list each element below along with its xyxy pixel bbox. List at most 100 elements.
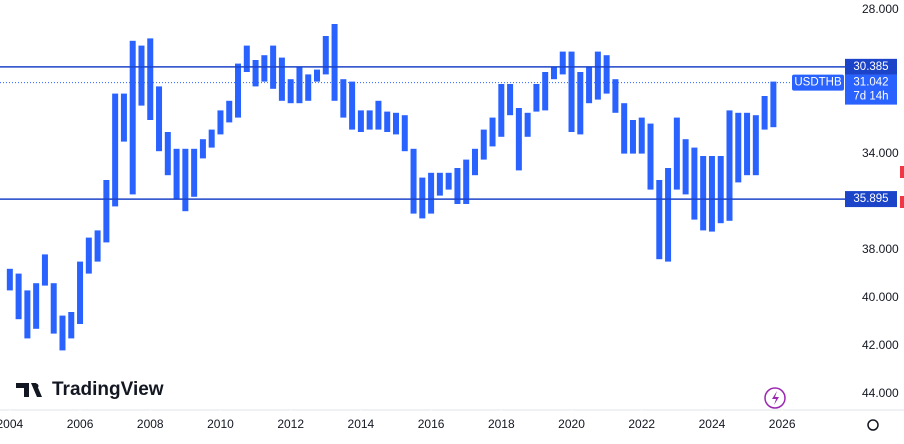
range-bar <box>735 112 742 183</box>
logo-dot <box>33 383 39 389</box>
range-bar <box>577 72 584 135</box>
last-price-tag <box>845 74 897 105</box>
range-bar <box>744 112 751 176</box>
plot-area: 28.000 34.000 38.000 40.000 42.000 44.000 2004… <box>0 2 899 431</box>
range-bar <box>770 81 777 128</box>
range-bar <box>156 86 163 152</box>
range-bar <box>217 110 224 135</box>
range-bar <box>436 172 443 196</box>
range-bar <box>147 38 154 120</box>
range-bar <box>612 79 619 113</box>
range-bar <box>357 110 364 132</box>
y-tick-label: 38.000 <box>862 242 899 256</box>
x-tick-label: 2022 <box>628 417 655 431</box>
range-bar <box>173 148 180 200</box>
x-tick-label: 2010 <box>207 417 234 431</box>
range-bar <box>261 55 268 82</box>
range-bar <box>182 148 189 212</box>
symbol-tag-label: USDTHB <box>794 77 842 89</box>
x-tick-label: 2014 <box>348 417 375 431</box>
range-bar <box>489 117 496 147</box>
range-bar <box>77 261 84 324</box>
range-bar <box>138 45 145 106</box>
watermark: TradingView <box>16 379 164 400</box>
range-bar <box>471 148 478 176</box>
range-bar <box>498 84 505 137</box>
range-bar <box>6 268 13 291</box>
range-bar <box>164 132 171 176</box>
icon[interactable] <box>764 387 786 409</box>
range-bar <box>656 180 663 260</box>
range-bar <box>59 315 66 351</box>
range-bar <box>392 112 399 135</box>
range-bar <box>243 45 250 72</box>
range-bar <box>226 100 233 123</box>
range-bar <box>103 180 110 243</box>
range-bar <box>419 177 426 219</box>
range-bar <box>349 81 356 130</box>
range-bar <box>594 51 601 100</box>
price-tag <box>845 58 897 75</box>
y-tick-label: 28.000 <box>862 2 899 16</box>
y-tick-label: 34.000 <box>862 146 899 160</box>
range-bar <box>191 148 198 197</box>
range-bar <box>208 129 215 148</box>
brand: TradingView <box>52 379 164 400</box>
range-bar <box>603 55 610 94</box>
range-bar <box>726 110 733 221</box>
range-bar <box>235 63 242 118</box>
range-bar <box>621 103 628 154</box>
range-bar <box>542 72 549 111</box>
range-bar <box>515 108 522 171</box>
range-bar <box>199 139 206 159</box>
range-bar <box>559 51 566 75</box>
range-bar <box>129 40 136 195</box>
range-bar <box>682 139 689 195</box>
settings[interactable] <box>867 419 879 431</box>
x-tick-label: 2006 <box>67 417 94 431</box>
range-bar <box>252 60 259 87</box>
range-bar <box>384 111 391 132</box>
range-bar <box>717 156 724 224</box>
range-bar <box>305 74 312 101</box>
range-bar <box>287 79 294 104</box>
range-bar <box>278 57 285 101</box>
last-price-label: 31.042 <box>853 77 888 89</box>
range-bar <box>410 148 417 214</box>
range-bar <box>638 117 645 154</box>
range-bar <box>568 51 575 132</box>
range-bar <box>708 156 715 232</box>
range-bar <box>296 67 303 104</box>
range-bar <box>24 290 31 339</box>
price-labels: 30.385 35.895 USDTHB 31.042 7d 14h <box>792 58 897 208</box>
range-bar <box>445 172 452 190</box>
range-bar <box>401 115 408 152</box>
range-bar <box>375 100 382 130</box>
range-bar <box>94 230 101 262</box>
x-tick-label: 2026 <box>769 417 796 431</box>
range-bar <box>533 84 540 112</box>
range-bar <box>331 24 338 101</box>
symbol-tag <box>792 74 844 91</box>
price-tag-label: 35.895 <box>853 193 888 205</box>
x-tick-label: 2004 <box>0 417 23 431</box>
range-bar <box>673 117 680 190</box>
countdown: 7d 14h <box>853 91 888 103</box>
x-tick-label: 2008 <box>137 417 164 431</box>
range-bar <box>112 93 119 207</box>
range-bar <box>50 283 57 334</box>
range-bar <box>691 147 698 220</box>
range-bar <box>322 36 329 75</box>
range-bar <box>752 115 759 176</box>
range-bar <box>507 84 514 116</box>
price-tag <box>845 191 897 208</box>
range-bar <box>524 112 531 137</box>
x-tick-label: 2020 <box>558 417 585 431</box>
range-bar <box>463 159 470 204</box>
range-bar <box>700 156 707 231</box>
range-bar <box>120 93 127 142</box>
x-tick-label: 2016 <box>418 417 445 431</box>
range-bar <box>15 273 22 320</box>
